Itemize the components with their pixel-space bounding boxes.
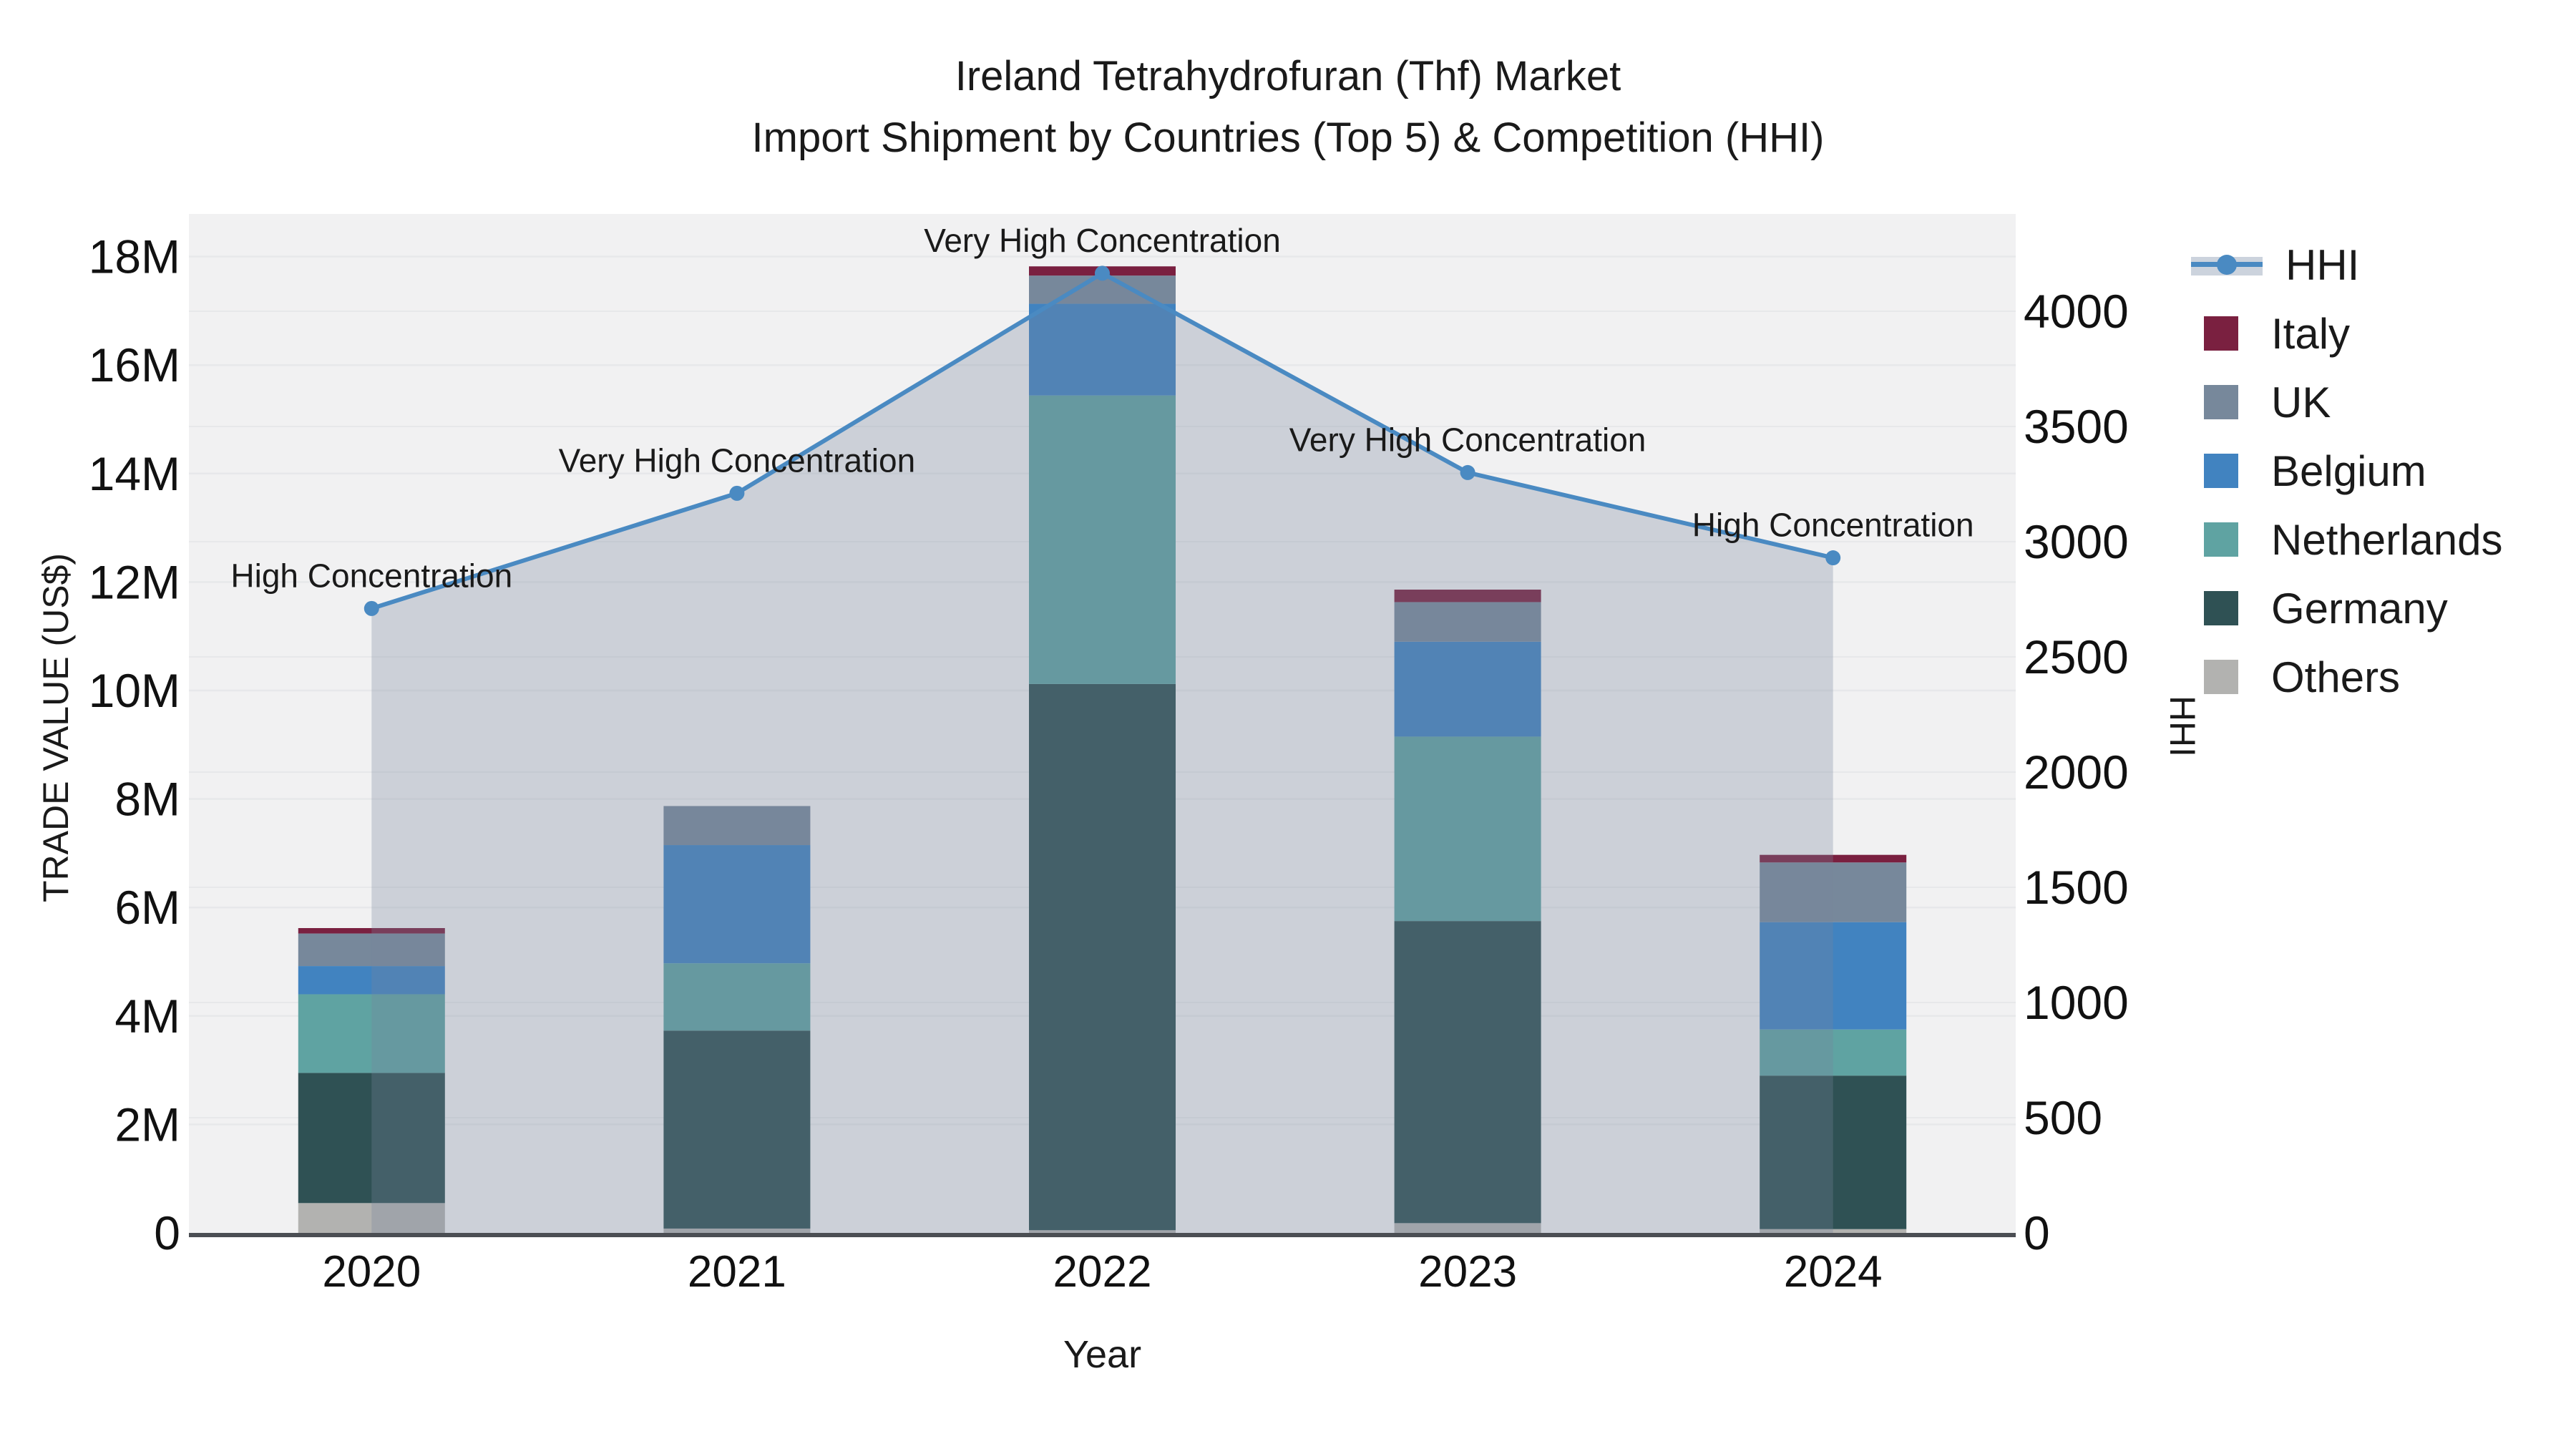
legend: HHI Italy UK Belgium Netherlands Germany Other… xyxy=(2191,230,2503,711)
legend-swatch-uk xyxy=(2204,385,2238,419)
x-axis-tick-label: 2022 xyxy=(1053,1247,1152,1297)
y2-axis-tick-label: 3500 xyxy=(2024,400,2129,453)
y-axis-tick-label: 10M xyxy=(89,664,180,717)
bar-segment-belgium-2021[interactable] xyxy=(663,845,811,964)
bar-segment-belgium-2023[interactable] xyxy=(1394,641,1541,737)
legend-item-hhi[interactable]: HHI xyxy=(2191,230,2503,299)
bar-segment-others-2024[interactable] xyxy=(1760,1229,1907,1233)
hhi-marker-2022[interactable] xyxy=(1095,265,1110,281)
bar-segment-italy-2024[interactable] xyxy=(1760,854,1907,863)
x-axis-tick-label: 2023 xyxy=(1418,1247,1517,1297)
bar-segment-germany-2021[interactable] xyxy=(663,1030,811,1229)
bar-segment-uk-2020[interactable] xyxy=(298,933,445,967)
bar-segment-others-2020[interactable] xyxy=(298,1203,445,1233)
legend-swatch-belgium xyxy=(2204,454,2238,488)
legend-swatch-germany xyxy=(2204,591,2238,625)
legend-swatch-netherlands xyxy=(2204,522,2238,557)
bar-segment-uk-2024[interactable] xyxy=(1760,862,1907,922)
y-axis-tick-label: 8M xyxy=(114,773,180,826)
x-axis-tick-label: 2021 xyxy=(688,1247,786,1297)
legend-item-belgium[interactable]: Belgium xyxy=(2191,436,2503,505)
legend-label-others: Others xyxy=(2271,653,2401,701)
bar-segment-netherlands-2024[interactable] xyxy=(1760,1029,1907,1076)
bar-segment-uk-2023[interactable] xyxy=(1394,602,1541,642)
bar-segment-germany-2024[interactable] xyxy=(1760,1075,1907,1229)
annotation-2024: High Concentration xyxy=(1692,507,1974,544)
x-axis-line xyxy=(189,1233,2016,1237)
annotation-2023: Very High Concentration xyxy=(1289,421,1646,458)
legend-item-uk[interactable]: UK xyxy=(2191,368,2503,436)
hhi-area-fill xyxy=(371,273,1833,1233)
annotation-2021: Very High Concentration xyxy=(559,441,916,479)
y2-axis-tick-label: 3000 xyxy=(2024,515,2129,568)
y-axis-tick-label: 4M xyxy=(114,990,180,1043)
bar-segment-others-2023[interactable] xyxy=(1394,1223,1541,1233)
y-axis-tick-label: 18M xyxy=(89,230,180,283)
bar-segment-belgium-2020[interactable] xyxy=(298,966,445,995)
y-axis-tick-label: 2M xyxy=(114,1098,180,1151)
y2-axis-tick-label: 4000 xyxy=(2024,285,2129,338)
legend-label-uk: UK xyxy=(2271,378,2331,426)
bar-segment-netherlands-2020[interactable] xyxy=(298,994,445,1073)
bar-segment-others-2021[interactable] xyxy=(663,1228,811,1233)
legend-label-hhi: HHI xyxy=(2285,240,2360,289)
legend-label-belgium: Belgium xyxy=(2271,447,2426,495)
hhi-marker-2020[interactable] xyxy=(364,600,379,616)
hhi-marker-2023[interactable] xyxy=(1460,464,1475,480)
bar-segment-italy-2020[interactable] xyxy=(298,928,445,934)
bar-segment-netherlands-2021[interactable] xyxy=(663,963,811,1031)
hhi-line-legend-icon xyxy=(2191,248,2263,282)
hhi-marker-2024[interactable] xyxy=(1825,550,1841,566)
chart-title: Ireland Tetrahydrofuran (Thf) Market Imp… xyxy=(0,46,2576,169)
annotation-2022: Very High Concentration xyxy=(924,222,1281,259)
hhi-marker-2021[interactable] xyxy=(729,485,745,501)
y-axis-tick-label: 14M xyxy=(89,447,180,500)
bar-segment-belgium-2022[interactable] xyxy=(1029,303,1176,396)
chart-title-line-1: Ireland Tetrahydrofuran (Thf) Market xyxy=(955,53,1621,99)
y2-axis-tick-label: 1000 xyxy=(2024,976,2129,1029)
legend-label-italy: Italy xyxy=(2271,309,2351,358)
y-axis-title: TRADE VALUE (US$) xyxy=(36,552,76,903)
x-axis-tick-label: 2020 xyxy=(322,1247,421,1297)
y2-axis-tick-label: 1500 xyxy=(2024,861,2129,914)
legend-item-italy[interactable]: Italy xyxy=(2191,299,2503,368)
x-axis-tick-label: 2024 xyxy=(1784,1247,1883,1297)
legend-item-others[interactable]: Others xyxy=(2191,643,2503,711)
legend-item-netherlands[interactable]: Netherlands xyxy=(2191,505,2503,574)
legend-item-germany[interactable]: Germany xyxy=(2191,574,2503,643)
bar-segment-italy-2023[interactable] xyxy=(1394,590,1541,602)
legend-label-netherlands: Netherlands xyxy=(2271,515,2503,564)
bar-segment-germany-2020[interactable] xyxy=(298,1073,445,1204)
y2-axis-tick-label: 0 xyxy=(2024,1206,2050,1259)
bar-segment-netherlands-2022[interactable] xyxy=(1029,395,1176,684)
bar-segment-belgium-2024[interactable] xyxy=(1760,922,1907,1030)
bar-segment-germany-2023[interactable] xyxy=(1394,921,1541,1224)
y2-axis-tick-label: 2000 xyxy=(2024,746,2129,799)
bar-segment-uk-2021[interactable] xyxy=(663,806,811,846)
y-axis-tick-label: 12M xyxy=(89,555,180,608)
y-axis-tick-label: 16M xyxy=(89,338,180,391)
legend-label-germany: Germany xyxy=(2271,584,2448,633)
y2-axis-tick-label: 500 xyxy=(2024,1091,2102,1144)
annotation-2020: High Concentration xyxy=(230,557,512,594)
legend-swatch-italy xyxy=(2204,316,2238,351)
y-axis-tick-label: 6M xyxy=(114,881,180,934)
bar-segment-others-2022[interactable] xyxy=(1029,1230,1176,1233)
bar-segment-netherlands-2023[interactable] xyxy=(1394,736,1541,922)
chart-title-line-2: Import Shipment by Countries (Top 5) & C… xyxy=(751,114,1825,161)
x-axis-title: Year xyxy=(1063,1333,1142,1376)
bar-segment-germany-2022[interactable] xyxy=(1029,683,1176,1231)
y2-axis-tick-label: 2500 xyxy=(2024,630,2129,683)
legend-swatch-others xyxy=(2204,660,2238,694)
y-axis-tick-label: 0 xyxy=(154,1206,180,1259)
